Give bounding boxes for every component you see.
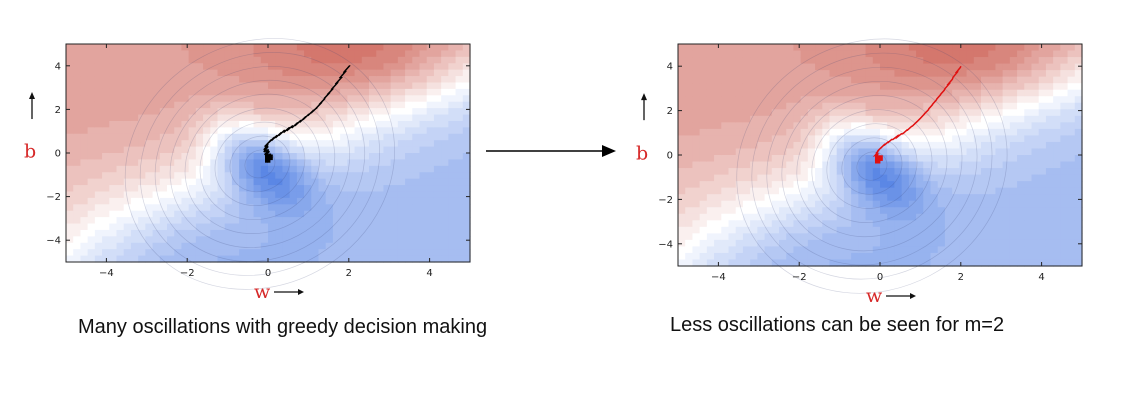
caption-left: Many oscillations with greedy decision m… bbox=[78, 316, 488, 338]
contour-lines bbox=[124, 38, 395, 290]
y-tick-label: 0 bbox=[55, 149, 61, 160]
descent-point bbox=[877, 157, 881, 161]
chart-right: −4 −2 0 2 4 −4 −2 0 2 4 w b bbox=[630, 30, 1092, 307]
x-tick-label: −4 bbox=[711, 272, 726, 283]
descent-point bbox=[265, 157, 268, 161]
descent-point bbox=[879, 157, 883, 161]
descent-point bbox=[267, 159, 271, 163]
x-tick-label: 2 bbox=[346, 268, 352, 279]
y-tick-label: −2 bbox=[46, 192, 61, 203]
x-axis-label: w bbox=[866, 285, 883, 307]
y-tick-label: 4 bbox=[55, 61, 61, 72]
descent-point bbox=[267, 157, 271, 161]
descent-point bbox=[267, 154, 271, 158]
right-arrow-icon bbox=[484, 142, 620, 160]
descent-point bbox=[269, 157, 273, 161]
y-axis-label: b bbox=[636, 142, 648, 164]
caption-right: Less oscillations can be seen for m=2 bbox=[670, 314, 1005, 336]
descent-point bbox=[269, 154, 273, 158]
x-tick-label: −2 bbox=[792, 272, 807, 283]
y-tick-label: −4 bbox=[658, 239, 673, 250]
descent-path bbox=[263, 65, 351, 162]
x-tick-label: 0 bbox=[265, 268, 271, 279]
x-axis-label: w bbox=[254, 281, 271, 303]
descent-point bbox=[875, 155, 878, 159]
contour-plot-right: −4 −2 0 2 4 −4 −2 0 2 4 w b bbox=[636, 38, 1083, 307]
y-tick-label: 2 bbox=[667, 106, 673, 117]
x-tick-label: 4 bbox=[426, 268, 432, 279]
chart-left: −4 −2 0 2 4 −4 −2 0 2 4 w b bbox=[18, 30, 480, 303]
descent-point bbox=[875, 160, 878, 164]
y-tick-label: 4 bbox=[667, 62, 673, 73]
x-tick-label: 4 bbox=[1038, 272, 1044, 283]
x-tick-label: −2 bbox=[180, 268, 195, 279]
descent-point bbox=[879, 155, 883, 159]
y-tick-label: 2 bbox=[55, 105, 61, 116]
y-tick-label: −2 bbox=[658, 195, 673, 206]
contour-field bbox=[66, 44, 471, 263]
contour-lines bbox=[736, 38, 1008, 294]
descent-point bbox=[265, 154, 268, 158]
x-tick-label: 2 bbox=[958, 272, 964, 283]
x-tick-label: 0 bbox=[877, 272, 883, 283]
y-axis-label: b bbox=[24, 140, 36, 162]
x-tick-label: −4 bbox=[99, 268, 114, 279]
contour-field bbox=[678, 44, 1083, 267]
descent-path bbox=[872, 65, 962, 161]
contour-plot-left: −4 −2 0 2 4 −4 −2 0 2 4 w b bbox=[24, 38, 471, 303]
descent-point bbox=[265, 159, 268, 163]
descent-point bbox=[877, 155, 881, 159]
y-tick-label: −4 bbox=[46, 236, 61, 247]
descent-point bbox=[875, 157, 878, 161]
descent-point bbox=[877, 160, 881, 164]
y-tick-label: 0 bbox=[667, 151, 673, 162]
